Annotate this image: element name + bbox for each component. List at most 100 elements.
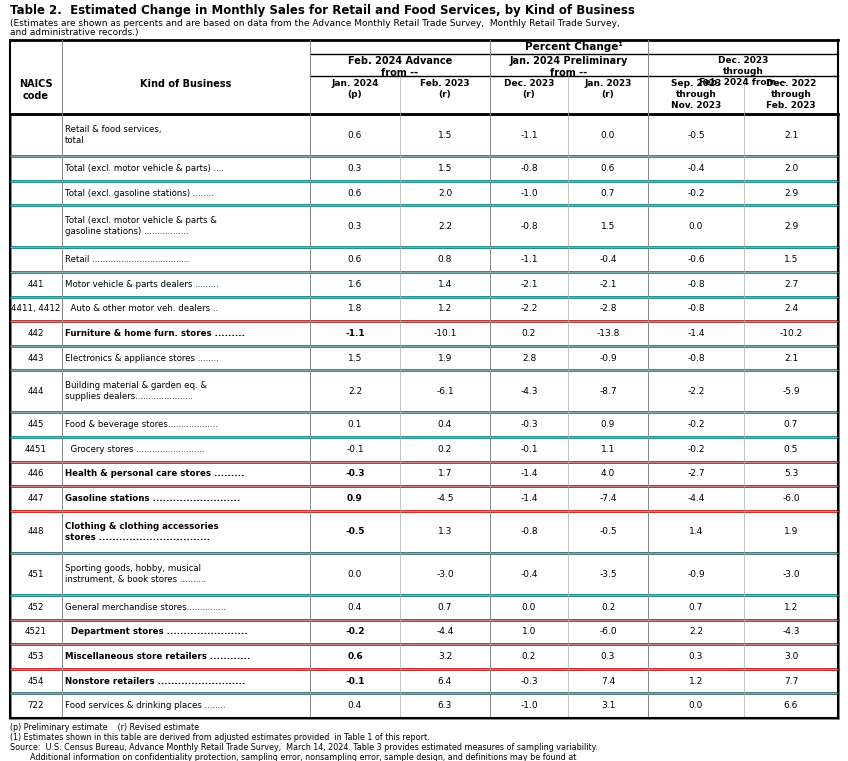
Text: 1.5: 1.5: [601, 222, 615, 231]
Text: 0.0: 0.0: [689, 222, 703, 231]
Text: Motor vehicle & parts dealers .........: Motor vehicle & parts dealers .........: [65, 280, 219, 289]
Text: Department stores ........................: Department stores ......................…: [65, 628, 248, 636]
Text: 0.2: 0.2: [438, 445, 452, 454]
Text: 7.4: 7.4: [601, 677, 615, 686]
Text: 0.7: 0.7: [601, 189, 615, 198]
Text: Percent Change¹: Percent Change¹: [525, 42, 623, 52]
Text: 2.1: 2.1: [784, 131, 798, 139]
Text: Table 2.  Estimated Change in Monthly Sales for Retail and Food Services, by Kin: Table 2. Estimated Change in Monthly Sal…: [10, 4, 635, 17]
Text: -0.1: -0.1: [520, 445, 538, 454]
Text: -1.0: -1.0: [520, 701, 538, 710]
Text: 0.4: 0.4: [348, 603, 362, 612]
Text: -0.8: -0.8: [520, 222, 538, 231]
Text: Retail .....................................: Retail .................................…: [65, 255, 189, 264]
Text: -0.4: -0.4: [687, 164, 705, 173]
Text: 452: 452: [28, 603, 44, 612]
Text: 3.0: 3.0: [784, 652, 798, 661]
Text: 2.8: 2.8: [522, 354, 536, 362]
Text: -1.4: -1.4: [521, 470, 538, 479]
Text: and administrative records.): and administrative records.): [10, 28, 138, 37]
Text: 0.3: 0.3: [601, 652, 615, 661]
Bar: [10, 511, 838, 553]
Text: 0.7: 0.7: [689, 603, 703, 612]
Bar: [10, 156, 838, 180]
Text: 1.2: 1.2: [689, 677, 703, 686]
Text: 0.6: 0.6: [347, 652, 363, 661]
Text: -4.5: -4.5: [436, 494, 454, 503]
Text: Food services & drinking places ........: Food services & drinking places ........: [65, 701, 226, 710]
Text: 7.7: 7.7: [784, 677, 798, 686]
Text: Dec. 2023
through
Feb. 2024 from --: Dec. 2023 through Feb. 2024 from --: [700, 56, 787, 88]
Text: -0.8: -0.8: [687, 354, 705, 362]
Bar: [10, 297, 838, 321]
Text: -0.2: -0.2: [687, 420, 705, 429]
Text: -10.1: -10.1: [433, 329, 457, 338]
Bar: [10, 412, 838, 437]
Text: -0.8: -0.8: [687, 280, 705, 289]
Text: -2.7: -2.7: [687, 470, 705, 479]
Text: Feb. 2023
(r): Feb. 2023 (r): [421, 79, 470, 99]
Text: 2.2: 2.2: [348, 387, 362, 396]
Text: 0.0: 0.0: [522, 603, 536, 612]
Text: -1.1: -1.1: [345, 329, 365, 338]
Text: Gasoline stations ..........................: Gasoline stations ......................…: [65, 494, 240, 503]
Text: 0.9: 0.9: [601, 420, 615, 429]
Text: -0.8: -0.8: [520, 527, 538, 537]
Text: 454: 454: [28, 677, 44, 686]
Text: Dec. 2023
(r): Dec. 2023 (r): [504, 79, 555, 99]
Text: 1.4: 1.4: [689, 527, 703, 537]
Text: -2.8: -2.8: [600, 304, 616, 314]
Text: -1.1: -1.1: [520, 131, 538, 139]
Bar: [10, 205, 838, 247]
Bar: [10, 486, 838, 511]
Text: -0.2: -0.2: [687, 189, 705, 198]
Text: 0.3: 0.3: [689, 652, 703, 661]
Text: -3.0: -3.0: [782, 569, 800, 578]
Text: 3.2: 3.2: [438, 652, 452, 661]
Text: 1.5: 1.5: [438, 164, 452, 173]
Text: NAICS
code: NAICS code: [20, 79, 53, 101]
Text: 2.7: 2.7: [784, 280, 798, 289]
Text: 0.9: 0.9: [347, 494, 363, 503]
Text: 0.6: 0.6: [348, 189, 362, 198]
Text: Nonstore retailers ..........................: Nonstore retailers .....................…: [65, 677, 245, 686]
Text: -1.4: -1.4: [521, 494, 538, 503]
Text: (Estimates are shown as percents and are based on data from the Advance Monthly : (Estimates are shown as percents and are…: [10, 19, 620, 28]
Text: Retail & food services,
total: Retail & food services, total: [65, 125, 161, 145]
Text: 4411, 4412: 4411, 4412: [11, 304, 61, 314]
Text: 1.9: 1.9: [784, 527, 798, 537]
Bar: [10, 321, 838, 345]
Text: 1.5: 1.5: [784, 255, 798, 264]
Text: -2.2: -2.2: [688, 387, 705, 396]
Text: 0.1: 0.1: [348, 420, 362, 429]
Text: 2.0: 2.0: [438, 189, 452, 198]
Text: 0.3: 0.3: [348, 222, 362, 231]
Text: 722: 722: [28, 701, 44, 710]
Text: Clothing & clothing accessories
stores .................................: Clothing & clothing accessories stores .…: [65, 522, 219, 542]
Text: -0.4: -0.4: [600, 255, 616, 264]
Text: Total (excl. motor vehicle & parts) ....: Total (excl. motor vehicle & parts) ....: [65, 164, 224, 173]
Text: 5.3: 5.3: [784, 470, 798, 479]
Text: 2.4: 2.4: [784, 304, 798, 314]
Text: -0.9: -0.9: [600, 354, 616, 362]
Bar: [10, 669, 838, 693]
Text: -0.9: -0.9: [687, 569, 705, 578]
Text: Source:  U.S. Census Bureau, Advance Monthly Retail Trade Survey,  March 14, 202: Source: U.S. Census Bureau, Advance Mont…: [10, 743, 598, 752]
Text: 0.4: 0.4: [438, 420, 452, 429]
Text: Grocery stores ..........................: Grocery stores .........................…: [65, 445, 204, 454]
Text: -4.3: -4.3: [782, 628, 800, 636]
Text: -7.4: -7.4: [600, 494, 616, 503]
Text: 0.6: 0.6: [601, 164, 615, 173]
Text: -2.1: -2.1: [600, 280, 616, 289]
Text: -0.1: -0.1: [346, 445, 364, 454]
Text: 1.5: 1.5: [348, 354, 362, 362]
Text: 1.7: 1.7: [438, 470, 452, 479]
Text: -8.7: -8.7: [600, 387, 616, 396]
Text: 4.0: 4.0: [601, 470, 615, 479]
Text: -0.2: -0.2: [345, 628, 365, 636]
Text: 6.3: 6.3: [438, 701, 452, 710]
Bar: [10, 247, 838, 272]
Text: 447: 447: [28, 494, 44, 503]
Bar: [10, 345, 838, 371]
Bar: [10, 180, 838, 205]
